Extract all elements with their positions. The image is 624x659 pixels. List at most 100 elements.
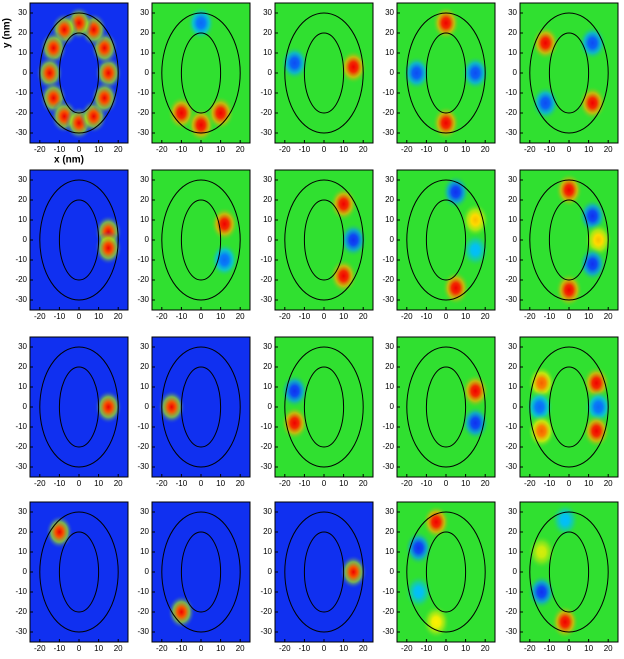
x-tick-label: 0 [322,479,327,488]
x-tick-label: 20 [359,644,368,653]
plot-area [397,170,495,310]
x-tick-label: 10 [94,312,103,321]
y-tick-label: 20 [18,362,27,371]
y-tick-label: 10 [140,382,149,391]
plot-area [397,502,495,642]
y-tick-label: -30 [137,128,149,137]
plot-area [152,3,250,143]
x-tick-label: -20 [156,312,168,321]
peak [422,505,450,539]
peak [551,503,579,537]
ring-boundary [303,199,345,281]
x-tick-label: 20 [604,644,613,653]
y-tick-label: -10 [505,88,517,97]
y-tick-label: 30 [385,8,394,17]
x-tick-label: 20 [236,644,245,653]
y-tick-label: 20 [140,527,149,536]
y-tick-label: -30 [137,295,149,304]
x-tick-label: -20 [279,145,291,154]
ring-boundary [180,366,222,448]
x-tick-label: 20 [604,145,613,154]
ring-boundary [161,179,241,301]
y-tick-label: 30 [385,175,394,184]
ring-boundary [529,179,609,301]
y-tick-label: -20 [137,275,149,284]
y-tick-label: -10 [137,587,149,596]
ring-boundary [529,511,609,633]
y-tick-label: 10 [385,547,394,556]
y-tick-label: -20 [505,607,517,616]
ring-boundary [425,199,467,281]
y-tick-label: -30 [260,128,272,137]
x-tick-label: 0 [77,479,82,488]
plot-area [152,502,250,642]
x-tick-label: 20 [359,479,368,488]
y-tick-label: 30 [508,175,517,184]
y-tick-label: 30 [263,342,272,351]
peak [339,50,368,84]
background [275,337,373,477]
peak [402,56,431,90]
ring-boundary [39,179,119,301]
ring-boundary [406,511,486,633]
x-tick-label: 10 [94,479,103,488]
y-tick-label: -20 [382,442,394,451]
ring-boundary [303,366,345,448]
y-tick-label: 0 [390,68,395,77]
x-tick-label: 20 [359,312,368,321]
y-tick-label: 10 [263,215,272,224]
ring-boundary [548,32,590,114]
y-tick-label: 30 [140,8,149,17]
x-tick-label: 0 [199,145,204,154]
plot-area [275,502,373,642]
x-tick-label: 20 [236,145,245,154]
y-tick-label: 30 [18,507,27,516]
y-tick-label: 20 [385,527,394,536]
ring-boundary [58,366,100,448]
x-tick-label: -20 [156,479,168,488]
x-tick-label: 10 [584,312,593,321]
peak [432,6,460,40]
peak [461,233,490,267]
y-tick-label: 20 [385,195,394,204]
plot-area [275,170,373,310]
x-tick-label: 20 [481,479,490,488]
x-tick-label: 0 [444,312,449,321]
y-tick-label: 10 [263,547,272,556]
plot-area [30,3,128,143]
x-tick-label: 0 [567,644,572,653]
y-tick-label: -30 [15,627,27,636]
y-tick-label: 30 [18,8,27,17]
y-tick-label: -10 [137,255,149,264]
y-tick-label: -30 [505,627,517,636]
y-tick-label: -20 [505,275,517,284]
x-tick-label: -20 [279,479,291,488]
y-tick-label: 0 [513,402,518,411]
plot-area [520,3,618,143]
x-tick-label: -20 [524,145,536,154]
ring-boundary [548,366,590,448]
x-tick-label: -20 [34,145,46,154]
peak [329,187,358,221]
x-tick-label: -10 [299,145,311,154]
x-tick-label: 0 [322,312,327,321]
y-tick-label: -10 [382,422,394,431]
peak [157,390,186,424]
x-tick-label: -20 [401,312,413,321]
x-tick-label: 20 [236,479,245,488]
x-tick-label: -10 [544,479,556,488]
peak [531,86,560,120]
x-tick-label: -10 [176,644,188,653]
peak [422,605,450,639]
x-tick-label: -20 [401,644,413,653]
y-tick-label: 20 [508,28,517,37]
ring-boundary [303,32,345,114]
peak [555,273,583,307]
x-tick-label: 10 [584,479,593,488]
plot-area [520,170,618,310]
y-tick-label: 30 [18,175,27,184]
x-tick-label: 0 [199,312,204,321]
y-tick-label: 30 [508,342,517,351]
ring-boundary [58,199,100,281]
y-tick-label: 20 [140,195,149,204]
